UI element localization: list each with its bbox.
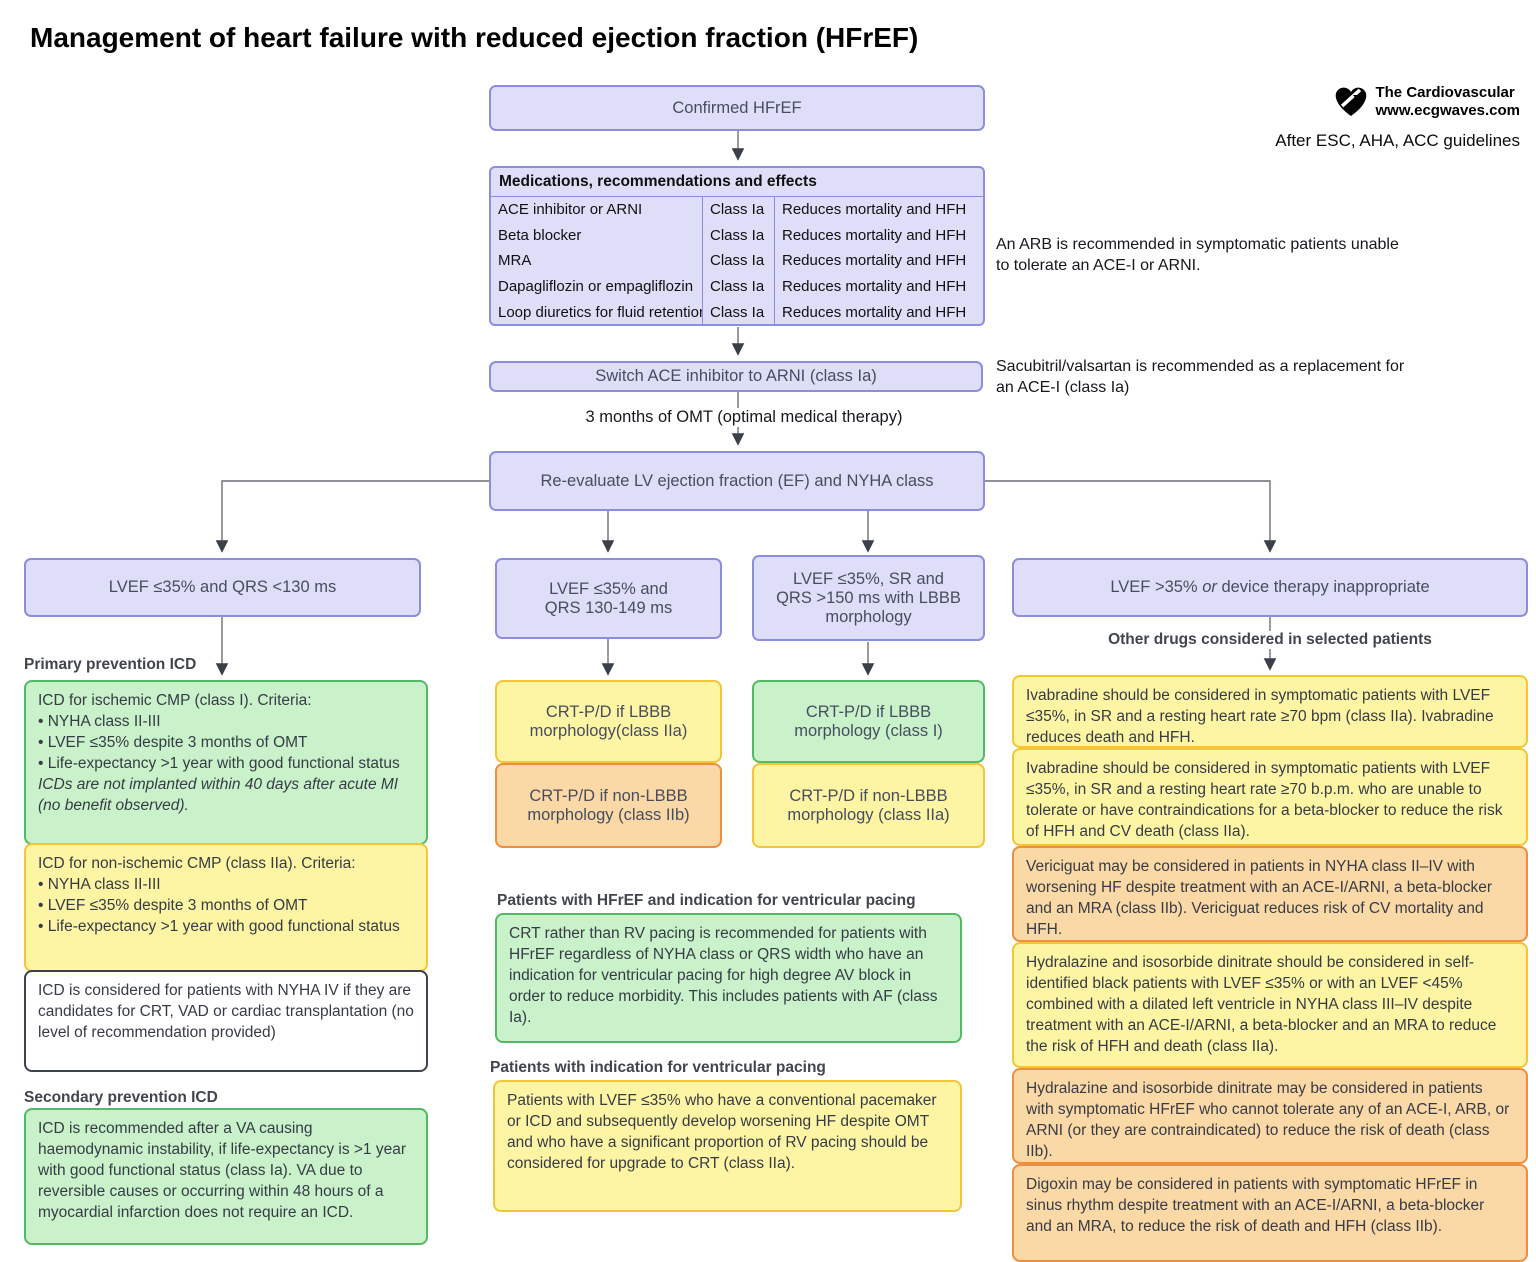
pacing-hfref-header: Patients with HFrEF and indication for v… <box>497 892 916 909</box>
pacing-indication-box: Patients with LVEF ≤35% who have a conve… <box>493 1080 962 1212</box>
primary-prevention-icd-header: Primary prevention ICD <box>24 656 197 673</box>
icd-ischemic-cmp-box: ICD for ischemic CMP (class I). Criteria… <box>24 680 428 845</box>
brand-url: www.ecgwaves.com <box>1375 102 1520 119</box>
pacing-indication-header: Patients with indication for ventricular… <box>490 1059 826 1076</box>
pacing-hfref-box: CRT rather than RV pacing is recommended… <box>495 913 962 1043</box>
med-effect: Reduces mortality and HFH <box>774 299 983 324</box>
icd-nonischemic-bullet: • LVEF ≤35% despite 3 months of OMT <box>38 897 308 914</box>
crt-lbbb-class-i-box: CRT-P/D if LBBB morphology (class I) <box>752 680 985 763</box>
med-drug: Beta blocker <box>498 226 582 244</box>
arb-note: An ARB is recommended in symptomatic pat… <box>996 236 1399 274</box>
med-drug: Dapagliflozin or empagliflozin <box>498 278 694 296</box>
med-class: Class Ia <box>702 273 774 300</box>
med-effect: Reduces mortality and HFH <box>774 273 983 300</box>
secondary-prevention-icd-header: Secondary prevention ICD <box>24 1089 218 1106</box>
med-drug: MRA <box>498 252 532 270</box>
med-drug: ACE inhibitor or ARNI <box>498 201 643 219</box>
icd-ischemic-bullet: • LVEF ≤35% despite 3 months of OMT <box>38 734 308 751</box>
icd-ischemic-italic-note: ICDs are not implanted within 40 days af… <box>38 776 399 814</box>
secondary-prevention-icd-box: ICD is recommended after a VA causing ha… <box>24 1108 428 1245</box>
med-drug: Loop diuretics for fluid retention <box>498 303 702 321</box>
icd-ischemic-bullet: • Life-expectancy >1 year with good func… <box>38 755 400 772</box>
icd-nyha4-box: ICD is considered for patients with NYHA… <box>24 970 428 1072</box>
ivabradine-box-1: Ivabradine should be considered in sympt… <box>1012 675 1528 748</box>
branch-lvef35-qrs-lt130: LVEF ≤35% and QRS <130 ms <box>24 558 421 617</box>
heart-ecg-logo-icon <box>1333 85 1369 119</box>
branch-lvef35-sr-qrs-gt150-lbbb: LVEF ≤35%, SR and QRS >150 ms with LBBB … <box>752 555 985 641</box>
crt-lbbb-class-iia-box: CRT-P/D if LBBB morphology(class IIa) <box>495 680 722 763</box>
icd-nonischemic-bullet: • Life-expectancy >1 year with good func… <box>38 918 400 935</box>
medications-table-body: ACE inhibitor or ARNI Class Ia Reduces m… <box>491 197 983 324</box>
brand-block: The Cardiovascular www.ecgwaves.com <box>1333 84 1520 120</box>
branch4-text: LVEF >35% or device therapy inappropriat… <box>1110 578 1430 596</box>
med-class: Class Ia <box>702 197 774 223</box>
omt-label: 3 months of OMT (optimal medical therapy… <box>560 408 928 427</box>
brand-name: The Cardiovascular <box>1375 84 1515 101</box>
icd-nonischemic-bullet: • NYHA class II-III <box>38 876 161 893</box>
crt-nonlbbb-class-iia-box: CRT-P/D if non-LBBB morphology (class II… <box>752 763 985 848</box>
icd-nonischemic-cmp-box: ICD for non-ischemic CMP (class IIa). Cr… <box>24 843 428 972</box>
page-title: Management of heart failure with reduced… <box>30 22 919 53</box>
ivabradine-box-2: Ivabradine should be considered in sympt… <box>1012 748 1528 846</box>
branch-lvef35-qrs-130-149: LVEF ≤35% and QRS 130-149 ms <box>495 558 722 639</box>
med-effect: Reduces mortality and HFH <box>774 197 983 223</box>
vericiguat-box: Vericiguat may be considered in patients… <box>1012 846 1528 942</box>
icd-ischemic-title: ICD for ischemic CMP (class I). Criteria… <box>38 692 312 709</box>
icd-nonischemic-title: ICD for non-ischemic CMP (class IIa). Cr… <box>38 855 356 872</box>
crt-nonlbbb-class-iib-box: CRT-P/D if non-LBBB morphology (class II… <box>495 763 722 848</box>
branch-lvef-gt35-device-inappropriate: LVEF >35% or device therapy inappropriat… <box>1012 558 1528 617</box>
hydralazine-intolerant-box: Hydralazine and isosorbide dinitrate may… <box>1012 1068 1528 1164</box>
reevaluate-box: Re-evaluate LV ejection fraction (EF) an… <box>489 451 985 511</box>
guidelines-note: After ESC, AHA, ACC guidelines <box>1275 131 1520 150</box>
confirmed-hfref-box: Confirmed HFrEF <box>489 85 985 131</box>
med-class: Class Ia <box>702 248 774 274</box>
medications-table: Medications, recommendations and effects… <box>489 166 985 326</box>
med-class: Class Ia <box>702 222 774 249</box>
switch-arni-box: Switch ACE inhibitor to ARNI (class Ia) <box>489 361 983 392</box>
medications-table-header: Medications, recommendations and effects <box>491 168 983 197</box>
digoxin-box: Digoxin may be considered in patients wi… <box>1012 1164 1528 1262</box>
hydralazine-black-patients-box: Hydralazine and isosorbide dinitrate sho… <box>1012 942 1528 1068</box>
other-drugs-header: Other drugs considered in selected patie… <box>1012 631 1528 649</box>
brand-text: The Cardiovascular www.ecgwaves.com <box>1375 84 1520 120</box>
icd-ischemic-bullet: • NYHA class II-III <box>38 713 161 730</box>
med-effect: Reduces mortality and HFH <box>774 222 983 249</box>
med-class: Class Ia <box>702 299 774 324</box>
sacubitril-note: Sacubitril/valsartan is recommended as a… <box>996 358 1405 396</box>
med-effect: Reduces mortality and HFH <box>774 248 983 274</box>
